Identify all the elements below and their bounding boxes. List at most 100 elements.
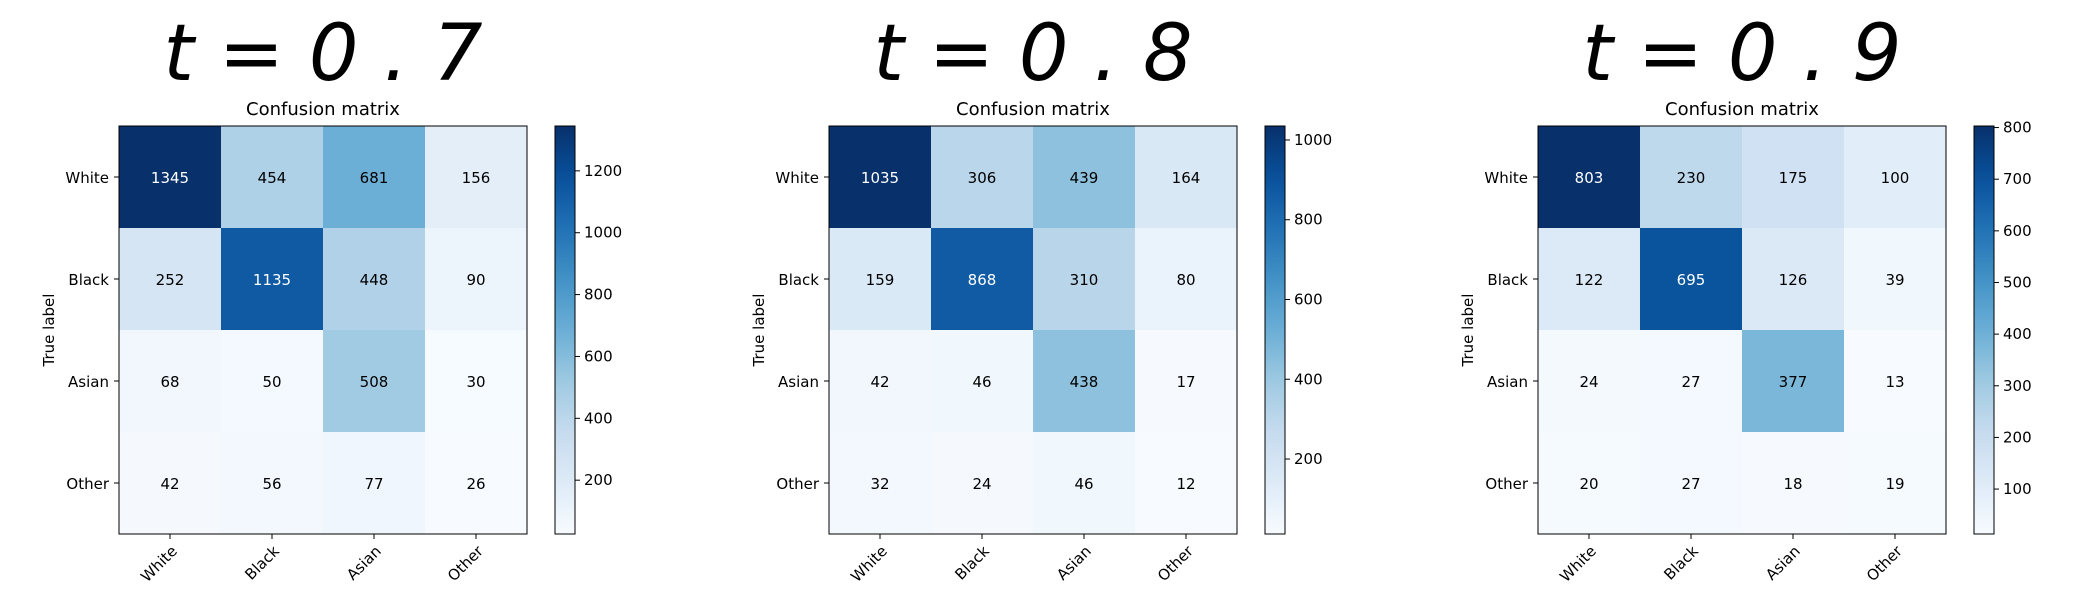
cell-value: 39 [1885, 271, 1904, 289]
row-label: White [775, 169, 819, 187]
cell-value: 20 [1579, 475, 1598, 493]
cell-value: 90 [466, 271, 485, 289]
matrix-cell [1538, 432, 1640, 534]
cell-value: 310 [1070, 271, 1099, 289]
matrix-cell [323, 126, 425, 228]
matrix-title: Confusion matrix [956, 99, 1110, 120]
cell-value: 26 [466, 475, 485, 493]
colorbar-tick-label: 200 [1294, 450, 1323, 468]
cell-value: 695 [1677, 271, 1706, 289]
cell-value: 30 [466, 373, 485, 391]
matrix-cell [1844, 228, 1946, 330]
column-label: Other [444, 542, 487, 585]
matrix-cell [931, 330, 1033, 432]
colorbar [1973, 125, 1995, 535]
matrix-cell [425, 330, 527, 432]
matrix-cell [221, 432, 323, 534]
row-label: Other [1485, 475, 1528, 493]
colorbar-tick-label: 600 [1294, 290, 1323, 308]
cell-value: 50 [262, 373, 281, 391]
colorbar-tick-label: 400 [2003, 325, 2032, 343]
cell-value: 100 [1881, 169, 1910, 187]
cell-value: 230 [1677, 169, 1706, 187]
matrix-title: Confusion matrix [246, 99, 400, 120]
column-label: White [137, 542, 181, 586]
cell-value: 13 [1885, 373, 1904, 391]
matrix-cell [829, 330, 931, 432]
row-label: Black [778, 271, 819, 289]
cell-value: 175 [1779, 169, 1808, 187]
column-label: Other [1863, 542, 1906, 585]
cell-value: 681 [360, 169, 389, 187]
cell-value: 803 [1575, 169, 1604, 187]
matrix-cell [1033, 432, 1135, 534]
colorbar-tick-label: 400 [1294, 370, 1323, 388]
colorbar-tick-label: 300 [2003, 377, 2032, 395]
matrix-cell [931, 228, 1033, 330]
cell-value: 32 [870, 475, 889, 493]
matrix-cell [1135, 126, 1237, 228]
row-label: Other [776, 475, 819, 493]
matrix-title: Confusion matrix [1665, 99, 1819, 120]
row-label: Asian [1487, 373, 1528, 391]
matrix-cell [119, 330, 221, 432]
row-label: Asian [778, 373, 819, 391]
matrix-cell [1844, 432, 1946, 534]
colorbar-tick-label: 1200 [584, 162, 622, 180]
matrix-cell [1538, 330, 1640, 432]
matrix-cell [1135, 432, 1237, 534]
column-label: Asian [1053, 542, 1095, 584]
matrix-cell [1033, 228, 1135, 330]
row-label: White [1484, 169, 1528, 187]
cell-value: 19 [1885, 475, 1904, 493]
matrix-cell [119, 126, 221, 228]
cell-value: 24 [1579, 373, 1598, 391]
matrix-cell [323, 228, 425, 330]
matrix-cell [221, 330, 323, 432]
panel-heading: t = 0 . 8 [873, 9, 1192, 99]
matrix-cell [1033, 126, 1135, 228]
column-label: Asian [343, 542, 385, 584]
column-label: Black [951, 542, 993, 584]
matrix-cell [829, 126, 931, 228]
matrix-cell [1538, 126, 1640, 228]
cell-value: 377 [1779, 373, 1808, 391]
matrix-cell [1135, 228, 1237, 330]
cell-value: 68 [160, 373, 179, 391]
row-label: Asian [68, 373, 109, 391]
column-label: White [1556, 542, 1600, 586]
cell-value: 80 [1176, 271, 1195, 289]
colorbar-tick-label: 800 [2003, 119, 2032, 137]
colorbar-tick-label: 600 [2003, 222, 2032, 240]
matrix-cell [119, 432, 221, 534]
cell-value: 156 [462, 169, 491, 187]
cell-value: 438 [1070, 373, 1099, 391]
cell-value: 17 [1176, 373, 1195, 391]
matrix-cell [1135, 330, 1237, 432]
matrix-cell [221, 126, 323, 228]
matrix-cell [1844, 330, 1946, 432]
column-label: Black [241, 542, 283, 584]
row-label: White [65, 169, 109, 187]
cell-value: 439 [1070, 169, 1099, 187]
matrix-cell [1033, 330, 1135, 432]
cell-value: 454 [258, 169, 287, 187]
colorbar-tick-label: 800 [584, 286, 613, 304]
matrix-frame [828, 125, 1238, 535]
colorbar-tick-label: 1000 [584, 224, 622, 242]
cell-value: 56 [262, 475, 281, 493]
cell-value: 18 [1783, 475, 1802, 493]
colorbar-tick-label: 500 [2003, 273, 2032, 291]
matrix-cell [829, 432, 931, 534]
cell-value: 1345 [151, 169, 189, 187]
matrix-cell [425, 126, 527, 228]
matrix-frame [118, 125, 528, 535]
matrix-frame [1537, 125, 1947, 535]
column-label: Other [1154, 542, 1197, 585]
colorbar-tick-label: 200 [2003, 428, 2032, 446]
colorbar [1264, 125, 1286, 535]
y-axis-label: True label [750, 294, 768, 368]
colorbar-tick-label: 100 [2003, 480, 2032, 498]
